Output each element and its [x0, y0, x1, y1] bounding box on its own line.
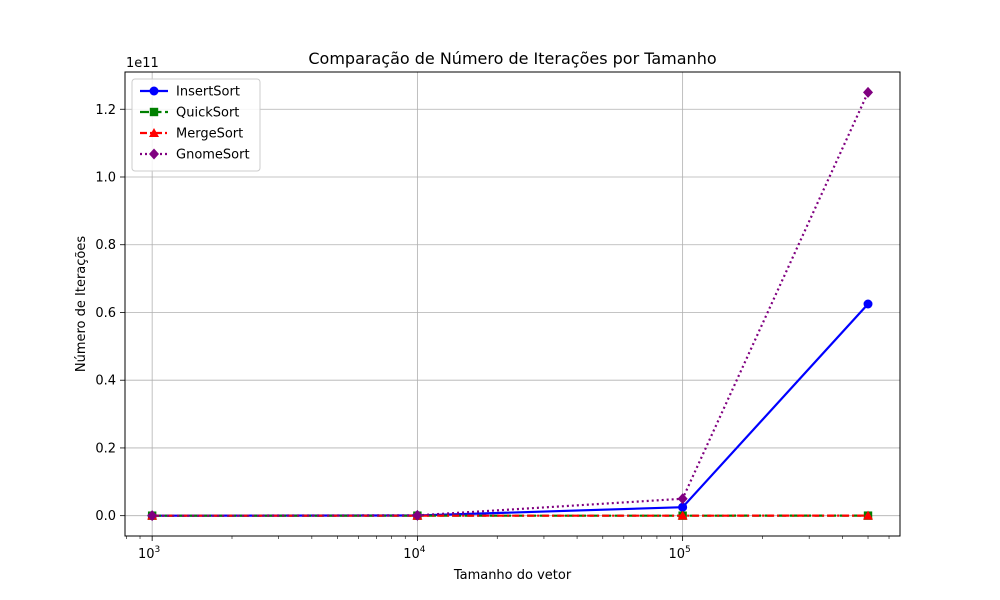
plot-area-frame: [124, 71, 901, 537]
data-point-mergesort: [677, 510, 688, 520]
legend-marker-gnomesort: [149, 148, 159, 160]
data-point-gnomesort: [147, 510, 158, 522]
data-point-insertsort: [678, 502, 688, 512]
legend-label-mergesort: MergeSort: [176, 127, 243, 142]
legend-marker-mergesort: [149, 128, 159, 137]
y-tick-label: 0.4: [95, 374, 116, 389]
legend-label-gnomesort: GnomeSort: [176, 148, 250, 163]
data-point-mergesort: [863, 510, 874, 520]
x-tick-label: 104: [403, 545, 426, 562]
x-axis-label: Tamanho do vetor: [453, 568, 572, 583]
data-point-gnomesort: [863, 86, 874, 98]
legend-label-insertsort: InsertSort: [176, 85, 240, 100]
series-line-insertsort: [152, 303, 869, 517]
legend-label-quicksort: QuickSort: [176, 106, 239, 121]
data-point-insertsort: [863, 299, 873, 309]
data-point-gnomesort: [677, 493, 688, 505]
y-tick-label: 0.8: [95, 238, 116, 253]
chart-title: Comparação de Número de Iterações por Ta…: [308, 49, 716, 68]
y-tick-label: 0.6: [95, 306, 116, 321]
legend: InsertSort QuickSort MergeSort GnomeSort: [131, 78, 261, 172]
y-tick-label: 1.0: [95, 170, 116, 185]
x-tick-label: 103: [138, 545, 160, 562]
y-axis-multiplier: 1e11: [126, 56, 159, 71]
y-axis-label: Número de Iterações: [74, 236, 89, 372]
x-tick-label: 105: [668, 545, 690, 562]
legend-entry-quicksort: QuickSort: [140, 106, 239, 121]
y-tick-label: 1.2: [95, 103, 116, 118]
legend-box: [131, 78, 261, 172]
legend-entry-mergesort: MergeSort: [140, 127, 243, 142]
axis-ticks: 103 104 105 0.0 0.2 0.4 0.6 0.8 1.0 1.2: [95, 103, 890, 562]
legend-entry-gnomesort: GnomeSort: [140, 148, 250, 163]
y-tick-label: 0.2: [95, 441, 116, 456]
data-point-gnomesort: [412, 509, 423, 521]
legend-marker-quicksort: [149, 107, 159, 117]
series-insertsort: [147, 299, 873, 521]
y-tick-label: 0.0: [95, 509, 116, 524]
series-lines: [147, 86, 874, 522]
legend-entry-insertsort: InsertSort: [140, 85, 240, 100]
series-gnomesort: [147, 86, 874, 522]
legend-marker-insertsort: [149, 86, 159, 96]
